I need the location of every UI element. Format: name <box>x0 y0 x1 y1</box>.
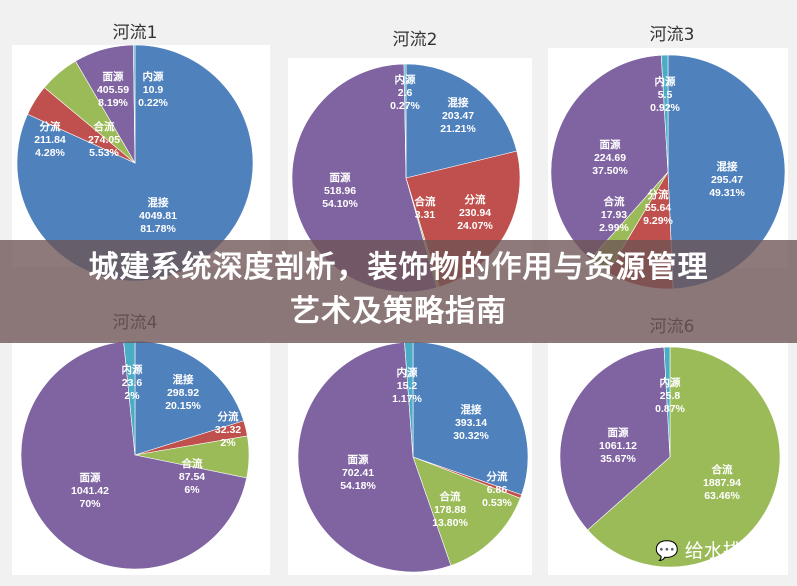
data-label: 内源 5.5 0.92% <box>650 75 680 114</box>
watermark-text: 给水排水 <box>684 540 761 562</box>
pie-slice <box>405 63 518 179</box>
pie-slice <box>297 341 452 573</box>
pie-slice <box>587 346 781 568</box>
title-banner: 城建系统深度剖析，装饰物的作用与资源管理 艺术及策略指南 <box>0 240 797 343</box>
pie-slice <box>412 456 521 566</box>
banner-title-line1: 城建系统深度剖析，装饰物的作用与资源管理 <box>88 250 709 285</box>
pie-slice <box>550 54 669 260</box>
data-label: 合流 1887.94 63.46% <box>703 463 741 502</box>
pie-slice <box>20 341 248 570</box>
data-label: 混接 203.47 21.21% <box>440 96 476 135</box>
data-label: 混接 295.47 49.31% <box>709 160 745 199</box>
data-label: 面源 702.41 54.18% <box>340 453 376 492</box>
watermark: 💬 给水排水 <box>655 540 761 562</box>
data-label: 合流 3.31 <box>414 195 436 221</box>
chart-title: 河流2 <box>392 30 438 50</box>
data-label: 面源 405.59 8.19% <box>97 70 129 109</box>
data-label: 内源 23.6 2% <box>122 363 143 402</box>
pie-slice <box>663 346 671 458</box>
data-label: 内源 2.6 0.27% <box>390 73 420 112</box>
pie-slice <box>412 341 529 496</box>
data-label: 分流 55.64 9.29% <box>643 188 673 227</box>
pie-slice <box>559 346 671 531</box>
data-label: 面源 224.69 37.50% <box>592 138 628 177</box>
pie-slice <box>660 54 669 173</box>
data-label: 分流 6.86 0.53% <box>482 470 512 509</box>
data-label: 混接 298.92 20.15% <box>165 373 201 412</box>
chart-title: 河流3 <box>649 25 695 45</box>
data-label: 分流 230.94 24.07% <box>457 193 493 232</box>
data-label: 面源 518.96 54.10% <box>322 171 358 210</box>
data-label: 合流 87.54 6% <box>179 457 205 496</box>
pie-slice <box>133 44 136 164</box>
data-label: 分流 211.84 4.28% <box>34 120 66 159</box>
data-label: 合流 274.05 5.53% <box>88 120 120 159</box>
pie-slice <box>403 63 407 179</box>
data-label: 面源 1061.12 35.67% <box>599 426 637 465</box>
data-label: 合流 178.88 13.80% <box>432 490 468 529</box>
data-label: 合流 17.93 2.99% <box>599 195 629 234</box>
banner-title-line2: 艺术及策略指南 <box>290 294 507 329</box>
data-label: 混接 4049.81 81.78% <box>139 196 177 235</box>
data-label: 面源 1041.42 70% <box>71 471 109 510</box>
chart-title: 河流1 <box>112 23 158 43</box>
data-label: 混接 393.14 30.32% <box>453 403 489 442</box>
data-label: 内源 25.8 0.87% <box>655 376 685 415</box>
wechat-icon: 💬 <box>655 540 679 562</box>
data-label: 内源 15.2 1.17% <box>392 366 422 405</box>
data-label: 分流 32.32 2% <box>215 410 241 449</box>
data-label: 内源 10.9 0.22% <box>138 70 168 109</box>
